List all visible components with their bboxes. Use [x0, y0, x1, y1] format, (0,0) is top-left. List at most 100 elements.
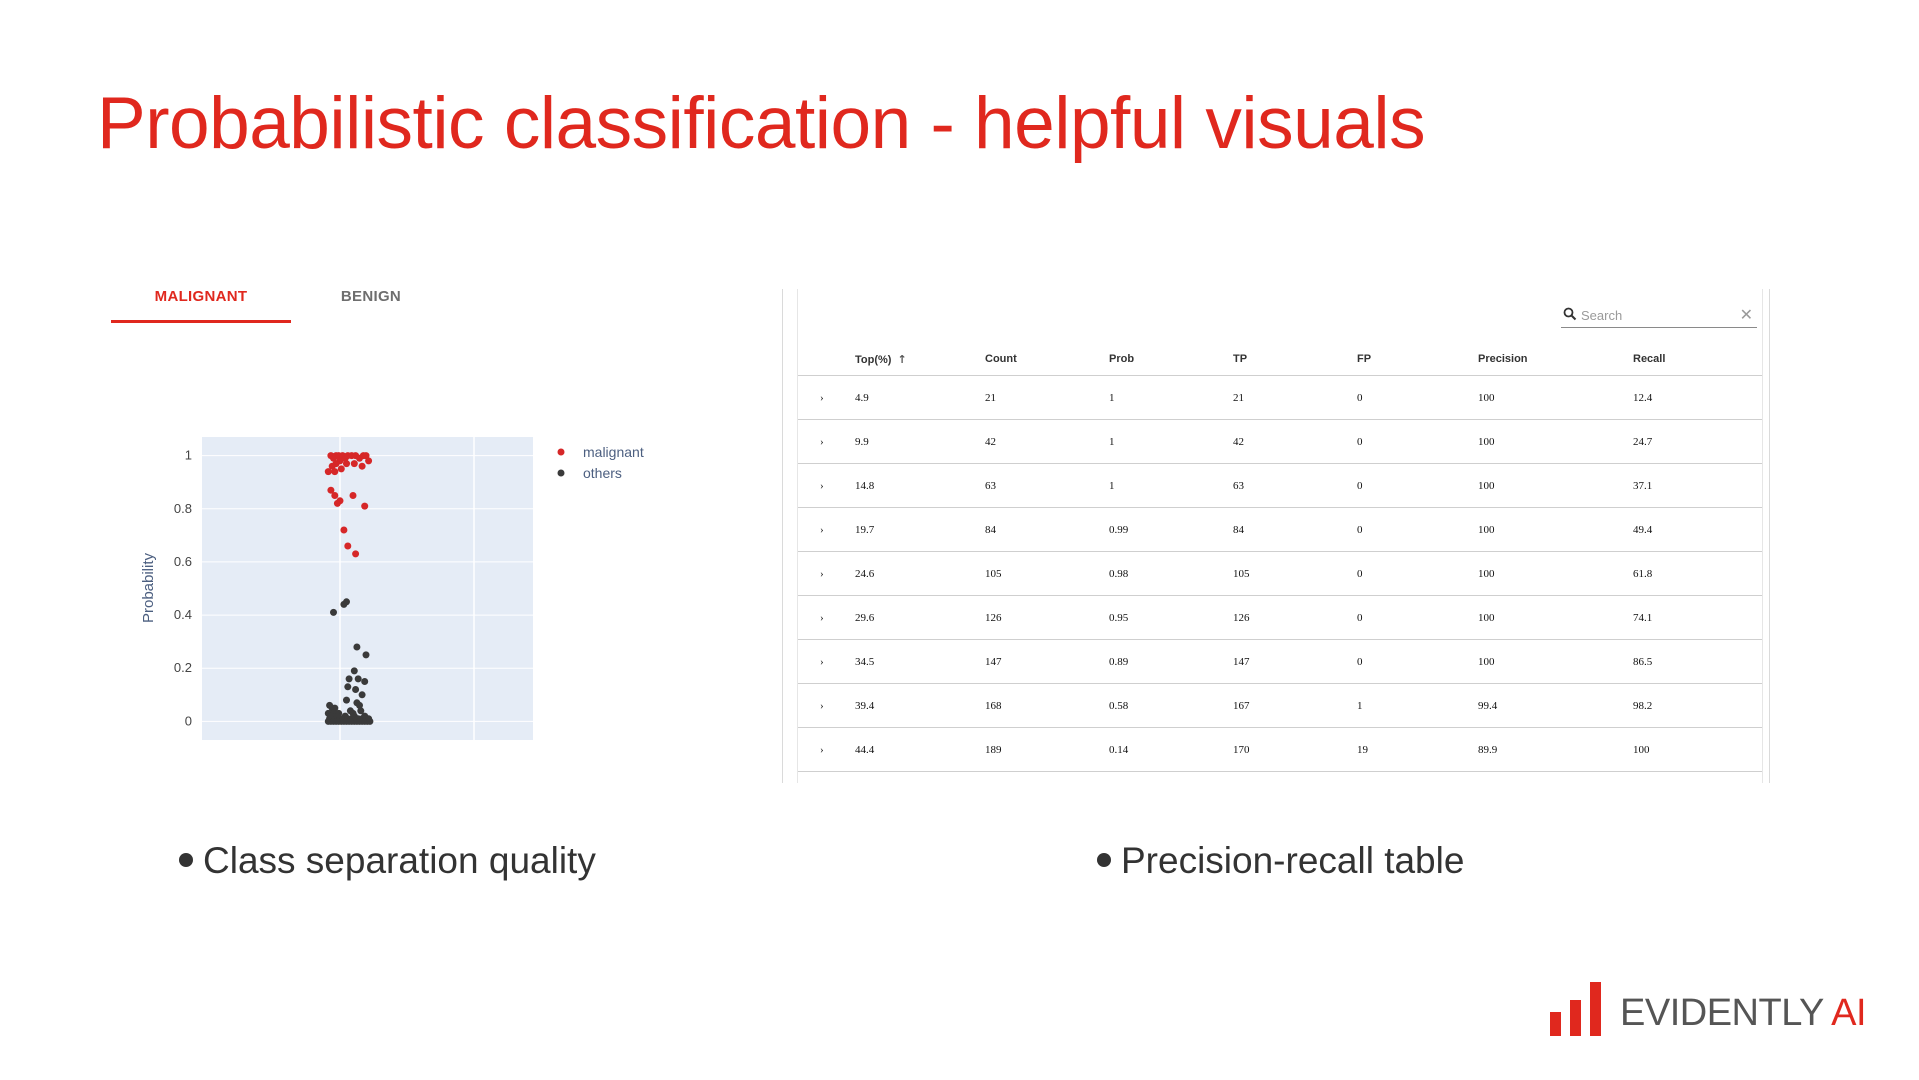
data-point-others[interactable] [354, 675, 362, 683]
cell-count: 147 [985, 639, 1109, 684]
cell-tp: 147 [1233, 639, 1357, 684]
legend[interactable]: malignant others [557, 444, 644, 481]
cell-top-percent: 44.4 [855, 727, 985, 772]
cell-recall: 74.1 [1633, 595, 1762, 640]
table-row[interactable]: › 29.6 126 0.95 126 0 100 74.1 [798, 595, 1762, 640]
data-point-malignant[interactable] [343, 460, 350, 468]
cell-fp: 0 [1357, 639, 1478, 684]
data-point-malignant[interactable] [332, 460, 340, 468]
legend-label-others: others [583, 465, 622, 481]
chevron-right-icon[interactable]: › [798, 595, 855, 640]
data-point-others[interactable] [345, 675, 353, 683]
data-point-malignant[interactable] [340, 526, 348, 534]
cell-count: 21 [985, 375, 1109, 420]
data-point-malignant[interactable] [361, 502, 369, 510]
cell-count: 84 [985, 507, 1109, 552]
chevron-right-icon[interactable]: › [798, 463, 855, 508]
table-row[interactable]: › 19.7 84 0.99 84 0 100 49.4 [798, 507, 1762, 552]
data-point-others[interactable] [352, 686, 360, 693]
cell-top-percent: 4.9 [855, 375, 985, 420]
data-point-malignant[interactable] [336, 497, 344, 505]
cell-tp: 170 [1233, 727, 1357, 772]
cell-fp: 19 [1357, 727, 1478, 772]
chevron-right-icon[interactable]: › [798, 375, 855, 420]
cell-precision: 100 [1478, 375, 1633, 420]
y-tick-label: 0.4 [174, 607, 192, 622]
header-fp[interactable]: FP [1357, 343, 1478, 376]
logo-text-accent: AI [1831, 992, 1867, 1034]
data-point-others[interactable] [366, 717, 374, 725]
cell-precision: 100 [1478, 463, 1633, 508]
data-point-malignant[interactable] [324, 468, 332, 476]
header-tp[interactable]: TP [1233, 343, 1357, 376]
data-point-others[interactable] [358, 691, 366, 699]
header-top-percent[interactable]: Top(%) ↑ [855, 343, 985, 376]
y-tick-label: 0.8 [174, 501, 192, 516]
chevron-right-icon[interactable]: › [798, 419, 855, 464]
table-row[interactable]: › 34.5 147 0.89 147 0 100 86.5 [798, 639, 1762, 684]
header-precision[interactable]: Precision [1478, 343, 1633, 376]
cell-fp: 0 [1357, 419, 1478, 464]
slide-title: Probabilistic classification - helpful v… [97, 83, 1426, 164]
cell-tp: 42 [1233, 419, 1357, 464]
data-point-malignant[interactable] [358, 462, 366, 470]
header-prob[interactable]: Prob [1109, 343, 1233, 376]
chevron-right-icon[interactable]: › [798, 683, 855, 728]
data-point-others[interactable] [331, 704, 339, 712]
data-point-others[interactable] [327, 712, 335, 720]
chevron-right-icon[interactable]: › [798, 551, 855, 596]
data-point-others[interactable] [350, 667, 358, 675]
table-row[interactable]: › 39.4 168 0.58 167 1 99.4 98.2 [798, 683, 1762, 728]
cell-recall: 86.5 [1633, 639, 1762, 684]
data-point-malignant[interactable] [349, 492, 357, 499]
data-point-malignant[interactable] [350, 460, 358, 468]
data-point-malignant[interactable] [331, 468, 339, 476]
chevron-right-icon[interactable]: › [798, 639, 855, 684]
data-point-others[interactable] [362, 651, 370, 659]
data-point-others[interactable] [361, 678, 369, 685]
data-point-others[interactable] [344, 683, 352, 691]
precision-recall-panel: ✕ Top(%) ↑ Count Prob TP FP Precision Rec… [782, 289, 1770, 783]
table-row[interactable]: › 4.9 21 1 21 0 100 12.4 [798, 375, 1762, 420]
data-point-malignant[interactable] [344, 542, 352, 550]
legend-marker-others [557, 469, 565, 477]
data-point-others[interactable] [353, 643, 361, 651]
y-tick-label: 1 [185, 448, 192, 463]
data-point-malignant[interactable] [337, 465, 345, 473]
data-point-others[interactable] [343, 696, 350, 704]
data-point-malignant[interactable] [327, 486, 335, 494]
header-recall[interactable]: Recall [1633, 343, 1762, 376]
y-axis-title: Probability [140, 552, 157, 623]
table-row[interactable]: › 9.9 42 1 42 0 100 24.7 [798, 419, 1762, 464]
search-box[interactable]: ✕ [1561, 305, 1757, 328]
logo-wordmark: EVIDENTLY AI [1620, 992, 1867, 1035]
data-point-malignant[interactable] [365, 457, 373, 465]
chevron-right-icon[interactable]: › [798, 507, 855, 552]
data-points [324, 452, 374, 725]
arrow-up-icon[interactable]: ↑ [897, 352, 907, 366]
header-count[interactable]: Count [985, 343, 1109, 376]
cell-prob: 1 [1109, 463, 1233, 508]
data-point-others[interactable] [357, 707, 365, 715]
cell-tp: 21 [1233, 375, 1357, 420]
table-row[interactable]: › 44.4 189 0.14 170 19 89.9 100 [798, 727, 1762, 772]
chevron-right-icon[interactable]: › [798, 727, 855, 772]
tab-benign[interactable]: BENIGN [340, 288, 402, 305]
tab-malignant[interactable]: MALIGNANT [154, 288, 248, 305]
data-point-malignant[interactable] [331, 492, 339, 499]
data-point-others[interactable] [340, 600, 348, 608]
data-point-others[interactable] [356, 701, 363, 709]
cell-fp: 0 [1357, 507, 1478, 552]
table-row[interactable]: › 14.8 63 1 63 0 100 37.1 [798, 463, 1762, 508]
cell-precision: 100 [1478, 507, 1633, 552]
search-input[interactable] [1581, 306, 1731, 324]
data-point-malignant[interactable] [352, 550, 360, 558]
y-tick-label: 0 [185, 713, 192, 728]
clear-icon[interactable]: ✕ [1739, 307, 1753, 324]
data-point-others[interactable] [330, 608, 337, 616]
table-row[interactable]: › 24.6 105 0.98 105 0 100 61.8 [798, 551, 1762, 596]
data-point-malignant[interactable] [362, 452, 370, 460]
cell-top-percent: 19.7 [855, 507, 985, 552]
y-tick-label: 0.6 [174, 554, 192, 569]
cell-count: 126 [985, 595, 1109, 640]
